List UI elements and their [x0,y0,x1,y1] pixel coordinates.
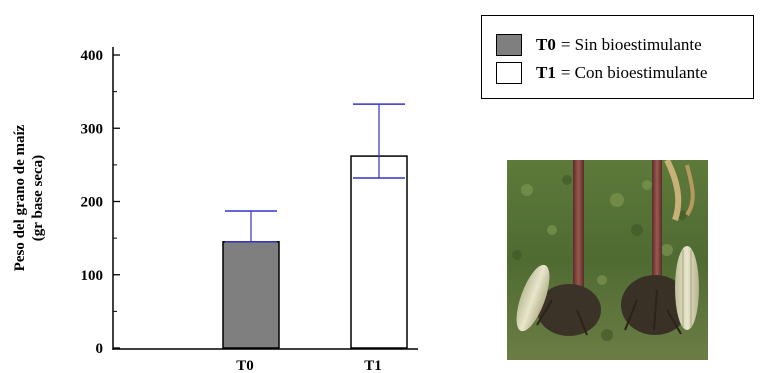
bar-chart: 0 100 200 300 400 T0 T1 Peso del grano de maí… [12,47,418,373]
y-axis-label: Peso del grano de maíz (gr base seca) [12,124,46,271]
legend-key-t1: T1 [536,63,556,82]
legend-item-t0: T0 = Sin bioestimulante [496,33,702,57]
legend: T0 = Sin bioestimulante T1 = Con bioesti… [481,15,754,99]
x-category-label-t0: T0 [236,358,254,373]
bar-t0 [222,241,280,349]
y-tick-label: 100 [81,268,104,284]
y-axis-label-line-1: Peso del grano de maíz [12,124,28,271]
legend-swatch-t1 [496,62,522,84]
legend-key-t0: T0 [536,35,556,54]
y-axis-label-line-2: (gr base seca) [30,155,46,241]
y-ticks: 0 100 200 300 400 [81,48,120,357]
x-categories: T0 T1 [236,358,382,373]
legend-item-t1: T1 = Con bioestimulante [496,61,707,85]
legend-swatch-t0 [496,34,522,56]
bars [222,155,408,349]
y-tick-label: 200 [81,195,104,211]
error-bars [225,103,405,243]
y-tick-label: 400 [81,48,104,64]
y-tick-label: 0 [96,341,104,357]
legend-text-t0: = Sin bioestimulante [560,35,702,54]
legend-text-t1: = Con bioestimulante [560,63,708,82]
corn-plants-photo [507,160,708,360]
y-tick-label: 300 [81,121,104,137]
bar-t1 [350,155,408,349]
x-category-label-t1: T1 [364,358,382,373]
axes [112,47,418,350]
